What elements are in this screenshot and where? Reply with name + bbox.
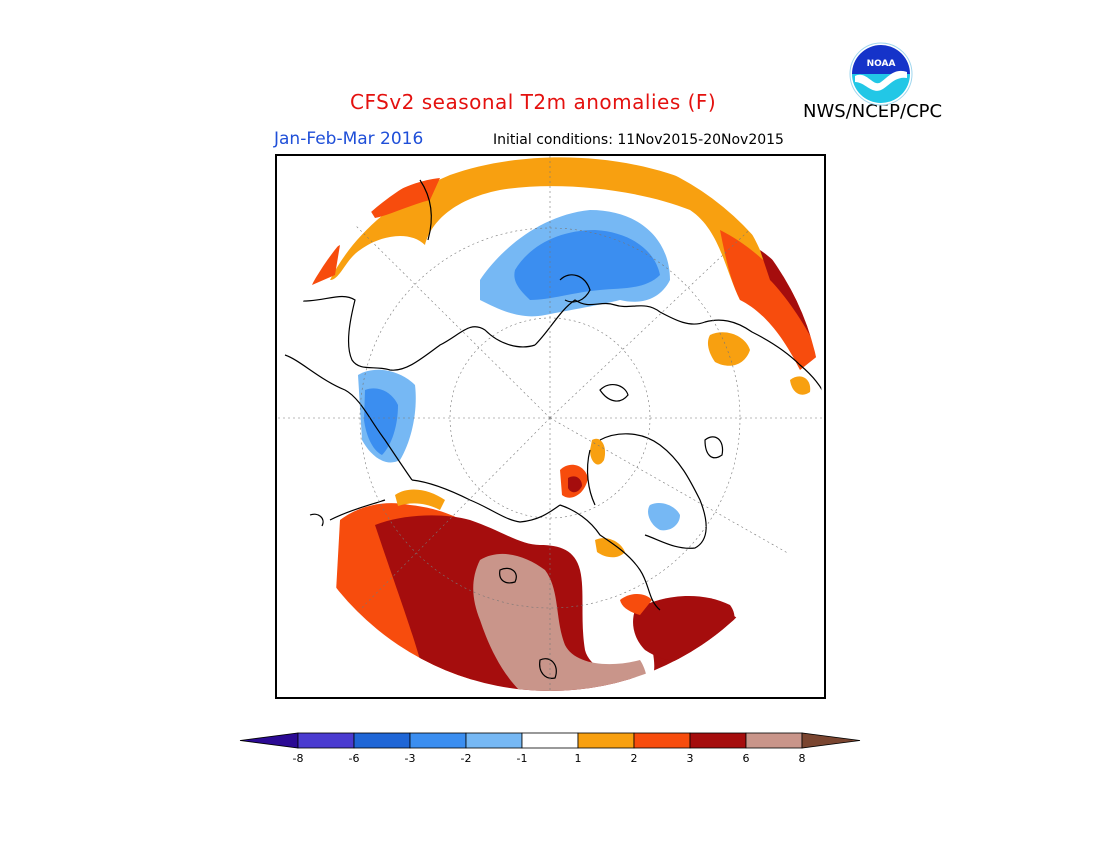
noaa-logo: NOAA [849,42,913,106]
anomaly-orange-greenland-w [590,438,606,465]
anomaly-orange-baffin [595,538,625,558]
colorbar-swatch [521,732,579,749]
anomaly-orange-ne-small [707,332,750,366]
anomaly-redorange-nw [312,245,340,285]
colorbar-swatch [353,732,411,749]
anomaly-blue-asia [514,230,660,300]
colorbar-low-extend [239,732,299,749]
colorbar-tick-label: 8 [798,752,806,765]
anomaly-blue-west [364,388,398,455]
forecast-period: Jan-Feb-Mar 2016 [274,129,424,149]
colorbar-tick-label: -2 [460,752,472,765]
colorbar-swatch [465,732,523,749]
anomaly-darkred-arctic [568,476,582,493]
colorbar-tick-label: -3 [404,752,416,765]
initial-conditions: Initial conditions: 11Nov2015-20Nov2015 [493,132,784,148]
logo-text: NOAA [867,59,896,69]
graticule [277,155,823,691]
anomaly-redorange-top [370,178,440,218]
colorbar-swatch [577,732,635,749]
colorbar-tick-label: -8 [292,752,304,765]
colorbar-high-extend [801,732,861,749]
colorbar-tick-label: -6 [348,752,360,765]
anomaly-redorange-ne [720,230,823,370]
colorbar-swatch [633,732,691,749]
colorbar-swatch [409,732,467,749]
colorbar-swatch [745,732,803,749]
map-title: CFSv2 seasonal T2m anomalies (F) [350,90,717,114]
anomaly-orange-east-small [790,376,811,395]
colorbar-tick-label: 2 [630,752,638,765]
coastlines [284,179,823,679]
anomaly-orange-alaska [395,489,445,510]
anomaly-tan-na [473,553,648,691]
colorbar-swatch [297,732,355,749]
anomaly-redorange-labrador [620,594,652,615]
colorbar-tick-label: -1 [516,752,528,765]
map-frame [275,154,826,699]
colorbar-swatch [689,732,747,749]
colorbar-tick-label: 3 [686,752,694,765]
colorbar-tick-label: 6 [742,752,750,765]
anomaly-orange-north [330,157,770,300]
colorbar-tick-label: 1 [574,752,582,765]
anomaly-lightblue-greenland [648,503,680,531]
agency-label: NWS/NCEP/CPC [803,101,943,122]
